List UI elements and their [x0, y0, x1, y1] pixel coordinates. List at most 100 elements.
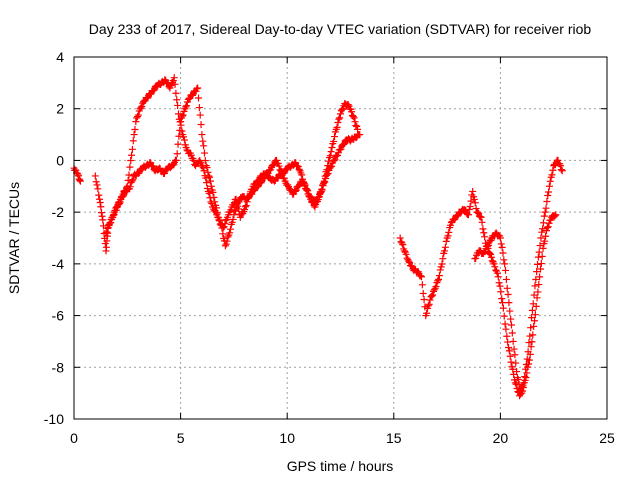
data-point [430, 286, 438, 294]
data-point-trail [102, 243, 110, 251]
data-point-trail [500, 256, 508, 264]
data-point-trail [512, 359, 520, 367]
data-point-trail [425, 300, 433, 308]
data-point-trail [525, 356, 533, 364]
data-point-trail [492, 266, 500, 274]
data-point-trail [485, 238, 493, 246]
data-point-trail [135, 169, 143, 177]
data-point-trail [295, 165, 303, 173]
data-point-trail [207, 182, 215, 190]
data-point-trail [165, 83, 173, 91]
data-point-trail [441, 243, 449, 251]
data-point-trail [551, 212, 559, 220]
data-point [396, 234, 404, 242]
data-point-trail [335, 115, 343, 123]
data-point [558, 167, 566, 175]
data-point-trail [124, 176, 132, 184]
data-point-trail [216, 220, 224, 228]
data-series [70, 164, 84, 185]
data-point-trail [317, 189, 325, 197]
data-point [528, 306, 536, 314]
data-point-trail [525, 339, 533, 347]
data-point [531, 317, 539, 325]
data-point-trail [178, 112, 186, 120]
data-point [277, 167, 285, 175]
data-point-trail [404, 256, 412, 264]
data-point [206, 177, 214, 185]
data-point-trail [472, 254, 480, 262]
data-point-trail [542, 227, 550, 235]
data-point-trail [193, 85, 201, 93]
data-point [526, 350, 534, 358]
data-point-trail [445, 228, 453, 236]
data-point [469, 187, 477, 195]
data-point [426, 296, 434, 304]
data-points [70, 74, 566, 400]
data-point [230, 211, 238, 219]
data-point-trail [219, 230, 227, 238]
data-point [503, 332, 511, 340]
x-tick-label: 15 [386, 430, 402, 446]
data-point-trail [479, 225, 487, 233]
data-point-trail [488, 257, 496, 265]
data-point-trail [348, 108, 356, 116]
data-point-trail [203, 179, 211, 187]
data-point-trail [534, 288, 542, 296]
x-tick-label: 10 [279, 430, 295, 446]
data-point-trail [200, 142, 208, 150]
data-point-trail [336, 114, 344, 122]
data-point-trail [96, 199, 104, 207]
data-point [132, 118, 140, 126]
data-point [545, 182, 553, 190]
data-point [405, 257, 413, 265]
axis-ticks [73, 56, 608, 420]
data-point-trail [417, 272, 425, 280]
data-point-trail [428, 292, 436, 300]
data-point-trail [433, 279, 441, 287]
data-point-trail [344, 101, 352, 109]
x-tick-labels: 0 5 10 15 20 25 [70, 430, 615, 446]
data-point-trail [291, 187, 299, 195]
data-point [400, 247, 408, 255]
data-point-trail [429, 291, 437, 299]
data-point [315, 193, 323, 201]
data-point-trail [176, 118, 184, 126]
data-point-trail [330, 137, 338, 145]
data-point-trail [532, 276, 540, 284]
data-point-trail [504, 291, 512, 299]
data-point [91, 172, 99, 180]
data-point-trail [530, 322, 538, 330]
data-point-trail [541, 237, 549, 245]
data-point-trail [337, 145, 345, 153]
data-point-trail [98, 209, 106, 217]
data-point-trail [218, 224, 226, 232]
data-point [187, 151, 195, 159]
data-point-trail [498, 295, 506, 303]
y-tick-label: 2 [56, 101, 64, 117]
data-point-trail [508, 329, 516, 337]
data-point-trail [496, 282, 504, 290]
data-point-trail [323, 166, 331, 174]
data-point-trail [484, 241, 492, 249]
data-point-trail [506, 307, 514, 315]
data-point-trail [453, 212, 461, 220]
data-point-trail [546, 177, 554, 185]
data-point [337, 110, 344, 118]
data-point-trail [173, 150, 181, 158]
data-point-trail [500, 312, 508, 320]
data-point-trail [418, 281, 426, 289]
data-point [194, 84, 202, 92]
data-point-trail [487, 253, 495, 261]
y-tick-label: -8 [52, 359, 65, 375]
data-point-trail [438, 260, 446, 268]
data-point [328, 144, 336, 151]
data-point-trail [140, 98, 148, 106]
x-tick-label: 0 [70, 430, 78, 446]
data-point [354, 125, 362, 133]
data-point-trail [122, 184, 130, 192]
plot-frame [73, 56, 608, 420]
data-point-trail [202, 174, 210, 182]
data-point [302, 185, 310, 193]
data-point-trail [436, 266, 444, 274]
data-point-trail [538, 252, 546, 260]
